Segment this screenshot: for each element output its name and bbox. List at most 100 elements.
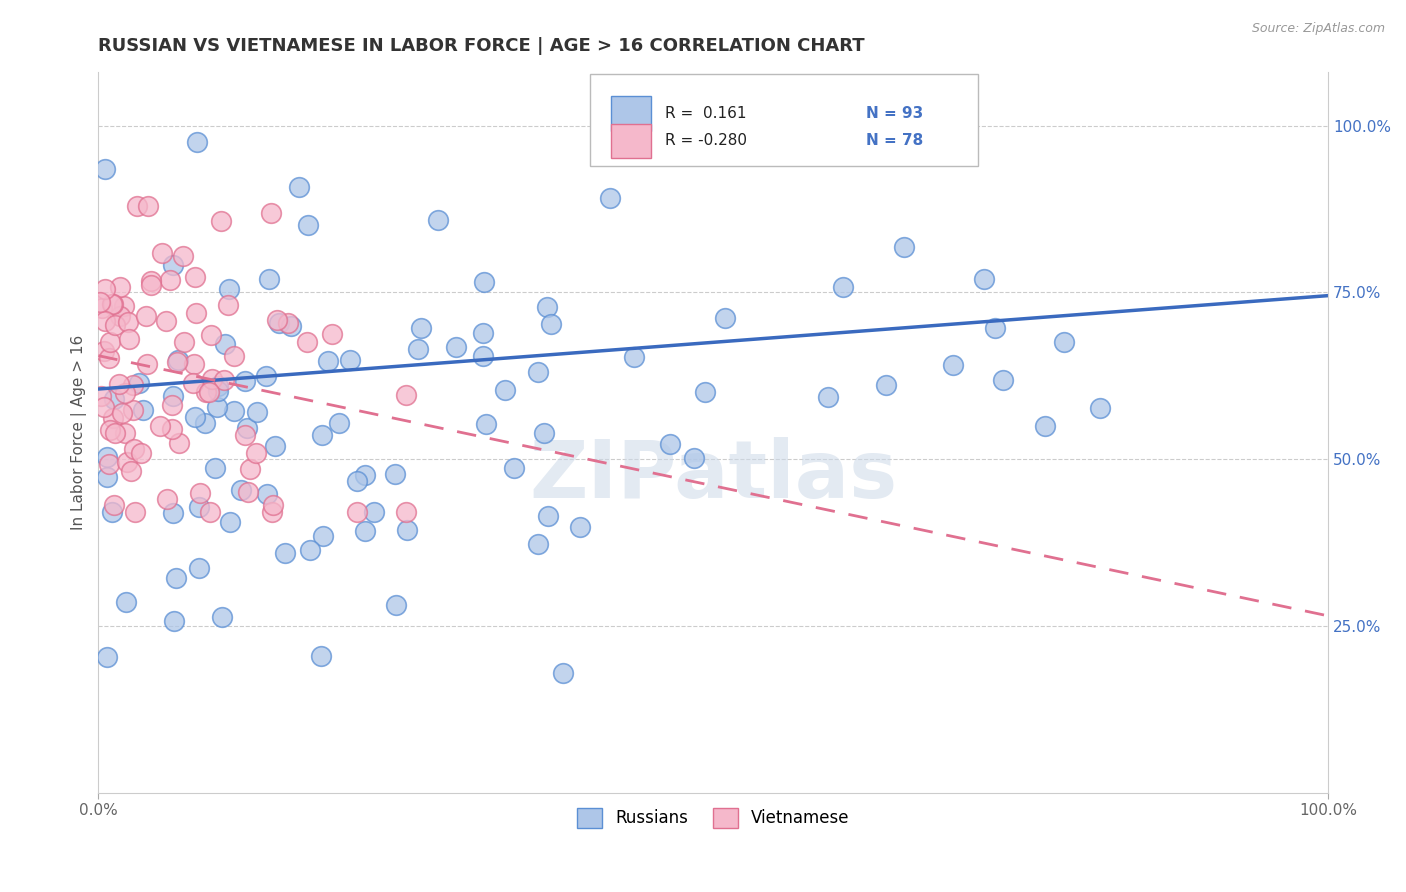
Point <box>94 161 117 176</box>
Point <box>195 385 218 400</box>
Point <box>893 240 915 254</box>
Point <box>155 313 177 327</box>
Point <box>384 467 406 481</box>
Point <box>110 406 132 420</box>
Point <box>101 296 124 310</box>
Point <box>112 299 135 313</box>
Bar <box>612 96 651 131</box>
Point <box>231 483 253 497</box>
Point <box>260 206 283 220</box>
Point <box>239 462 262 476</box>
Point <box>101 297 124 311</box>
Point <box>114 425 136 440</box>
Point <box>128 376 150 391</box>
Point <box>90 389 112 403</box>
Point <box>184 410 207 425</box>
Point <box>339 353 361 368</box>
Point <box>267 317 290 331</box>
Point <box>353 524 375 538</box>
Point <box>201 372 224 386</box>
Point <box>395 387 418 401</box>
Point <box>224 404 246 418</box>
Point <box>893 146 915 161</box>
Point <box>353 467 375 482</box>
Text: Source: ZipAtlas.com: Source: ZipAtlas.com <box>1251 22 1385 36</box>
Point <box>245 445 267 459</box>
Point <box>236 484 259 499</box>
Point <box>218 282 240 296</box>
Point <box>526 365 548 379</box>
Point <box>540 317 562 331</box>
Bar <box>612 124 651 158</box>
Point <box>683 450 706 465</box>
Point <box>297 219 319 233</box>
Point <box>363 504 385 518</box>
Point <box>664 116 686 130</box>
Point <box>321 327 343 342</box>
Point <box>98 423 121 437</box>
Point <box>537 509 560 524</box>
Point <box>568 520 591 534</box>
Point <box>264 439 287 453</box>
Point <box>409 320 432 334</box>
Point <box>328 417 350 431</box>
Point <box>183 270 205 285</box>
Point <box>246 405 269 419</box>
Point <box>139 274 162 288</box>
Point <box>162 506 184 520</box>
Point <box>233 427 256 442</box>
Point <box>131 402 153 417</box>
Point <box>96 450 118 464</box>
Point <box>94 314 117 328</box>
Point <box>97 351 120 366</box>
Point <box>204 461 226 475</box>
Point <box>108 310 131 324</box>
Point <box>198 505 221 519</box>
Point <box>273 546 295 560</box>
Text: RUSSIAN VS VIETNAMESE IN LABOR FORCE | AGE > 16 CORRELATION CHART: RUSSIAN VS VIETNAMESE IN LABOR FORCE | A… <box>98 37 865 55</box>
Point <box>104 318 127 332</box>
Point <box>385 598 408 612</box>
Point <box>219 516 242 530</box>
Point <box>233 374 256 388</box>
Point <box>103 499 125 513</box>
Point <box>495 383 517 397</box>
Point <box>207 400 229 414</box>
Point <box>125 198 148 212</box>
Point <box>714 310 737 325</box>
Point <box>311 427 333 442</box>
Point <box>159 273 181 287</box>
Point <box>297 334 319 349</box>
Point <box>623 350 645 364</box>
Point <box>1088 401 1111 415</box>
Point <box>122 378 145 392</box>
Point <box>553 665 575 680</box>
Point <box>96 650 118 665</box>
Point <box>173 334 195 349</box>
Point <box>475 417 498 431</box>
Point <box>973 272 995 286</box>
Point <box>135 358 157 372</box>
Point <box>162 389 184 403</box>
Point <box>1033 419 1056 434</box>
Point <box>260 505 283 519</box>
Point <box>114 594 136 608</box>
Point <box>993 374 1015 388</box>
Text: ZIPatlas: ZIPatlas <box>529 436 897 515</box>
Point <box>259 272 281 286</box>
Point <box>471 326 494 340</box>
Point <box>472 276 495 290</box>
Point <box>97 457 120 471</box>
Point <box>114 385 136 400</box>
Point <box>395 523 418 537</box>
Point <box>160 398 183 412</box>
Text: R =  0.161: R = 0.161 <box>665 106 747 121</box>
Point <box>188 500 211 515</box>
Point <box>472 349 495 363</box>
Point <box>197 384 219 399</box>
Point <box>115 454 138 468</box>
Point <box>183 357 205 371</box>
Text: R = -0.280: R = -0.280 <box>665 134 747 148</box>
Point <box>167 436 190 450</box>
Point <box>200 328 222 343</box>
